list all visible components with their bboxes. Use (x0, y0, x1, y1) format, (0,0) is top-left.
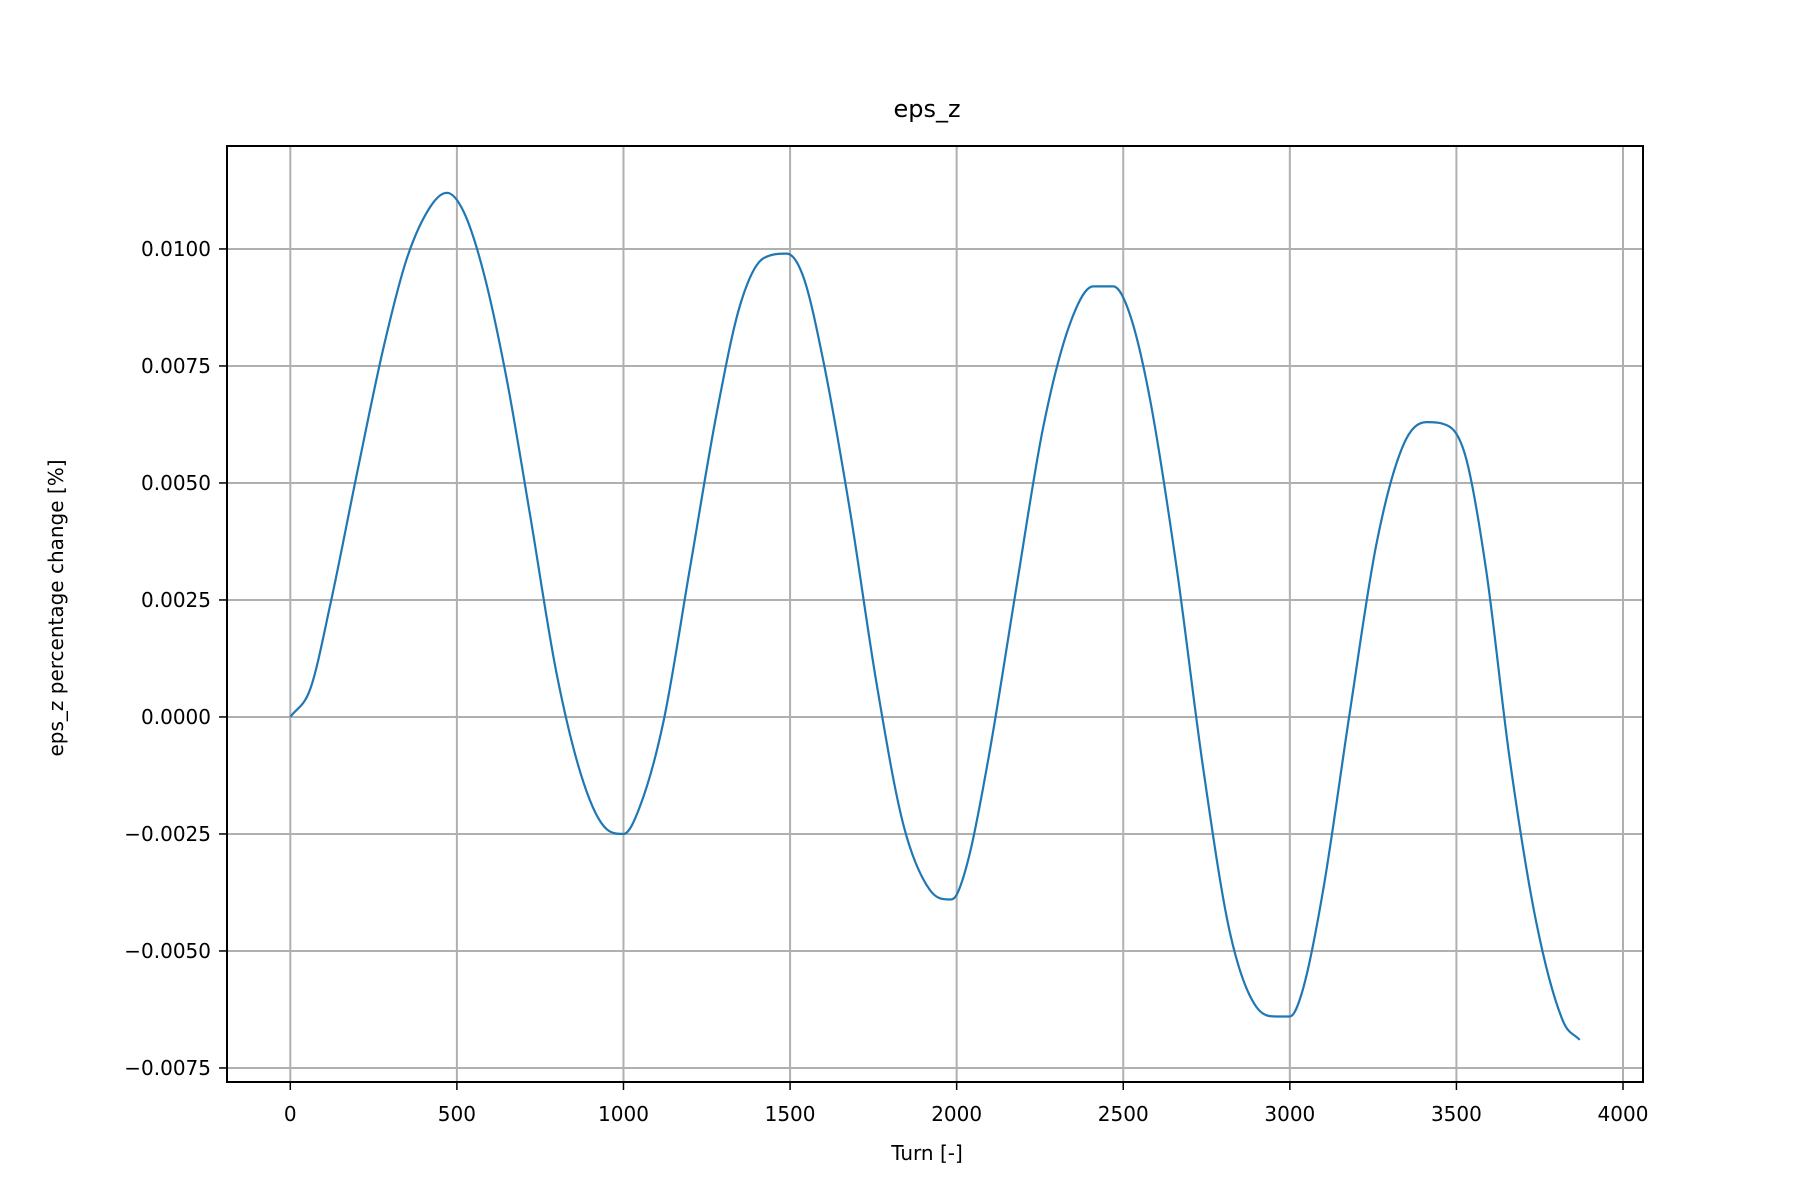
y-tick-label: −0.0075 (124, 1056, 211, 1080)
x-tick-label: 1000 (598, 1102, 649, 1126)
grid-lines (227, 146, 1643, 1082)
y-tick-label: −0.0025 (124, 822, 211, 846)
x-tick-label: 500 (438, 1102, 476, 1126)
x-tick-label: 4000 (1598, 1102, 1649, 1126)
y-axis-label: eps_z percentage change [%] (44, 459, 68, 756)
plot-frame (226, 145, 1644, 1083)
y-tick-label: 0.0000 (141, 705, 211, 729)
chart-title: eps_z (893, 95, 960, 123)
x-tick-label: 3000 (1264, 1102, 1315, 1126)
x-tick-label: 3500 (1431, 1102, 1482, 1126)
series-line (289, 191, 1581, 1041)
y-axis-ticks: −0.0075 −0.0050 −0.0025 0.0000 0.0025 0.0050 0… (124, 237, 227, 1080)
y-tick-label: 0.0075 (141, 354, 211, 378)
y-tick-label: 0.0100 (141, 237, 211, 261)
y-tick-label: −0.0050 (124, 939, 211, 963)
x-axis-label: Turn [-] (890, 1141, 963, 1165)
x-tick-label: 2500 (1098, 1102, 1149, 1126)
series-layer (289, 191, 1581, 1041)
x-tick-label: 2000 (931, 1102, 982, 1126)
x-tick-label: 0 (284, 1102, 297, 1126)
x-tick-label: 1500 (765, 1102, 816, 1126)
x-axis-ticks: 0 500 1000 1500 2000 2500 3000 3500 4000 (284, 1082, 1649, 1126)
y-tick-label: 0.0025 (141, 588, 211, 612)
y-tick-label: 0.0050 (141, 471, 211, 495)
